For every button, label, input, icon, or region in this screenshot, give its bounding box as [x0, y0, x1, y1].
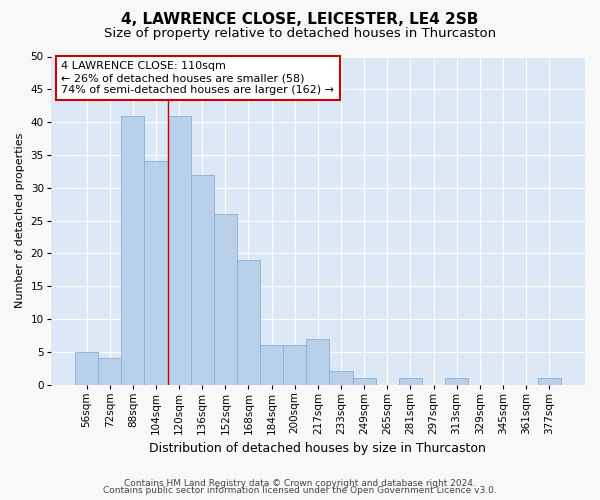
Bar	[191, 174, 214, 384]
X-axis label: Distribution of detached houses by size in Thurcaston: Distribution of detached houses by size …	[149, 442, 487, 455]
Bar	[75, 352, 98, 384]
Bar	[399, 378, 422, 384]
Bar	[98, 358, 121, 384]
Bar	[145, 162, 167, 384]
Bar	[237, 260, 260, 384]
Bar	[353, 378, 376, 384]
Bar	[260, 345, 283, 385]
Bar	[214, 214, 237, 384]
Bar	[329, 372, 353, 384]
Bar	[167, 116, 191, 384]
Bar	[283, 345, 307, 385]
Text: Contains HM Land Registry data © Crown copyright and database right 2024.: Contains HM Land Registry data © Crown c…	[124, 478, 476, 488]
Text: Size of property relative to detached houses in Thurcaston: Size of property relative to detached ho…	[104, 28, 496, 40]
Text: 4, LAWRENCE CLOSE, LEICESTER, LE4 2SB: 4, LAWRENCE CLOSE, LEICESTER, LE4 2SB	[121, 12, 479, 28]
Bar	[307, 338, 329, 384]
Text: Contains public sector information licensed under the Open Government Licence v3: Contains public sector information licen…	[103, 486, 497, 495]
Text: 4 LAWRENCE CLOSE: 110sqm
← 26% of detached houses are smaller (58)
74% of semi-d: 4 LAWRENCE CLOSE: 110sqm ← 26% of detach…	[61, 62, 334, 94]
Bar	[121, 116, 145, 384]
Bar	[445, 378, 468, 384]
Y-axis label: Number of detached properties: Number of detached properties	[15, 133, 25, 308]
Bar	[538, 378, 561, 384]
